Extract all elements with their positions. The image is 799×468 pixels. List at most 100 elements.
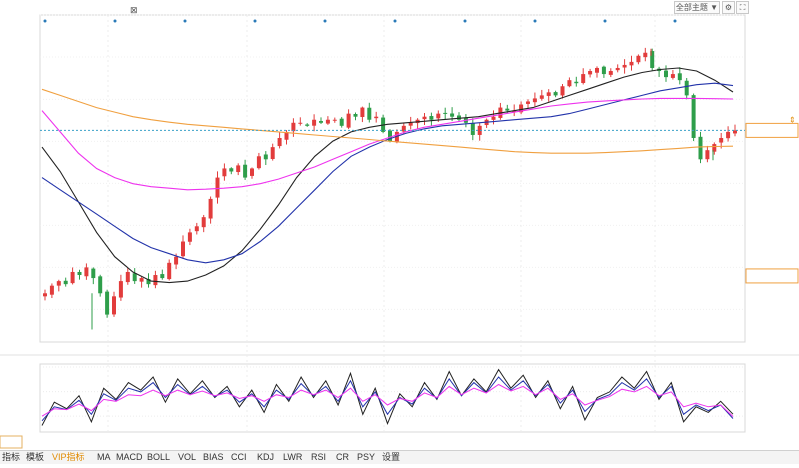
toolbar-item-14[interactable]: 设置 [382,452,401,462]
ma-line-ma120 [41,97,734,191]
toolbar-item-7[interactable]: BIAS [203,452,224,462]
candle-body [401,125,406,132]
candle-body [622,64,627,68]
drag-handle-icon: ⇕ [789,115,796,124]
candle-body [236,165,241,173]
candle-body [470,123,475,135]
rsi-line-rsi1 [41,368,734,426]
candle-body [229,168,234,172]
candle-body [643,52,648,58]
candle-body [526,101,530,104]
candle-body [450,113,455,117]
candle-body [146,279,151,285]
candle-body [684,80,689,96]
candle-body [132,273,137,282]
event-marker [533,19,537,23]
candle-body [436,113,441,119]
candle-body [733,130,737,134]
settings-button[interactable]: ⚙ [722,1,735,14]
candle-body [650,51,655,68]
candle-body [98,276,103,294]
candle-body [181,241,185,257]
candle-body [429,116,434,120]
ma-line-ma250 [41,88,734,154]
candle-body [553,92,558,96]
candle-body [726,131,731,139]
toolbar-item-10[interactable]: LWR [283,452,303,462]
candle-body [222,168,227,177]
candle-body [636,55,641,63]
candle-body [719,138,724,143]
candle-body [70,271,75,284]
candle-body [194,226,199,232]
main-panel-frame [39,14,746,343]
candle-body [339,118,344,126]
candle-body [615,67,620,71]
candle-body [608,71,613,75]
toolbar-item-3[interactable]: MA [97,452,111,462]
candle-body [208,198,213,219]
event-marker [603,19,607,23]
toolbar-item-8[interactable]: CCI [231,452,247,462]
candle-body [346,113,351,128]
toolbar-item-5[interactable]: BOLL [147,452,171,462]
candle-body [505,108,510,111]
toolbar-item-11[interactable]: RSI [311,452,327,462]
event-marker [393,19,397,23]
toolbar-item-12[interactable]: CR [336,452,349,462]
candle-body [250,168,254,176]
candle-body [477,125,482,135]
toolbar-item-9[interactable]: KDJ [257,452,275,462]
candle-body [167,262,172,280]
candle-body [581,74,586,84]
candle-body [712,144,717,152]
toolbar-item-6[interactable]: VOL [178,452,197,462]
candle-body [201,217,206,228]
candle-body [291,122,296,132]
candle-body [546,92,551,96]
candle-body [595,67,599,73]
rsi-line-rsi2 [41,376,734,422]
toolbar-item-13[interactable]: PSY [357,452,376,462]
candle-body [360,107,365,118]
candle-body [56,281,61,286]
candle-body [256,156,261,169]
event-marker [43,19,47,23]
candle-body [629,61,634,66]
candle-body [325,119,330,124]
indicator-toolbar: 指标 模板 VIP指标 MA MACD BOLL VOL BIAS CCI KDJ LWR RSI CR… [0,450,799,464]
candle-body [394,131,399,143]
candle-body [91,268,96,279]
candle-body [139,278,144,282]
candle-body [698,136,703,160]
candle-body [422,116,427,120]
candle-body [457,115,461,120]
candle-body [691,95,696,139]
theme-selector-button[interactable]: 全部主题 ▼ [674,1,720,14]
candle-body [677,73,682,81]
candle-body [263,154,268,160]
gear-icon: ⚙ [724,3,733,12]
candle-body [84,267,89,277]
candle-body [560,86,565,96]
event-marker [113,19,117,23]
toolbar-item-0[interactable]: 指标 [2,452,21,462]
candle-body [153,275,158,286]
event-marker [463,19,467,23]
toolbar-item-4[interactable]: MACD [116,452,143,462]
candle-body [174,256,179,265]
candle-body [43,293,47,297]
candle-body [305,124,310,126]
event-marker [253,19,257,23]
fullscreen-button[interactable]: ⛶ [736,1,749,14]
candle-body [491,116,496,120]
chevron-down-icon: ▼ [710,3,719,12]
toolbar-item-1[interactable]: 模板 [26,452,45,462]
candle-body [705,150,710,160]
toolbar-item-2[interactable]: VIP指标 [52,452,85,462]
theme-selector-label: 全部主题 [675,3,708,12]
candle-body [105,291,110,315]
candle-body [519,104,524,113]
candle-body [574,81,579,84]
